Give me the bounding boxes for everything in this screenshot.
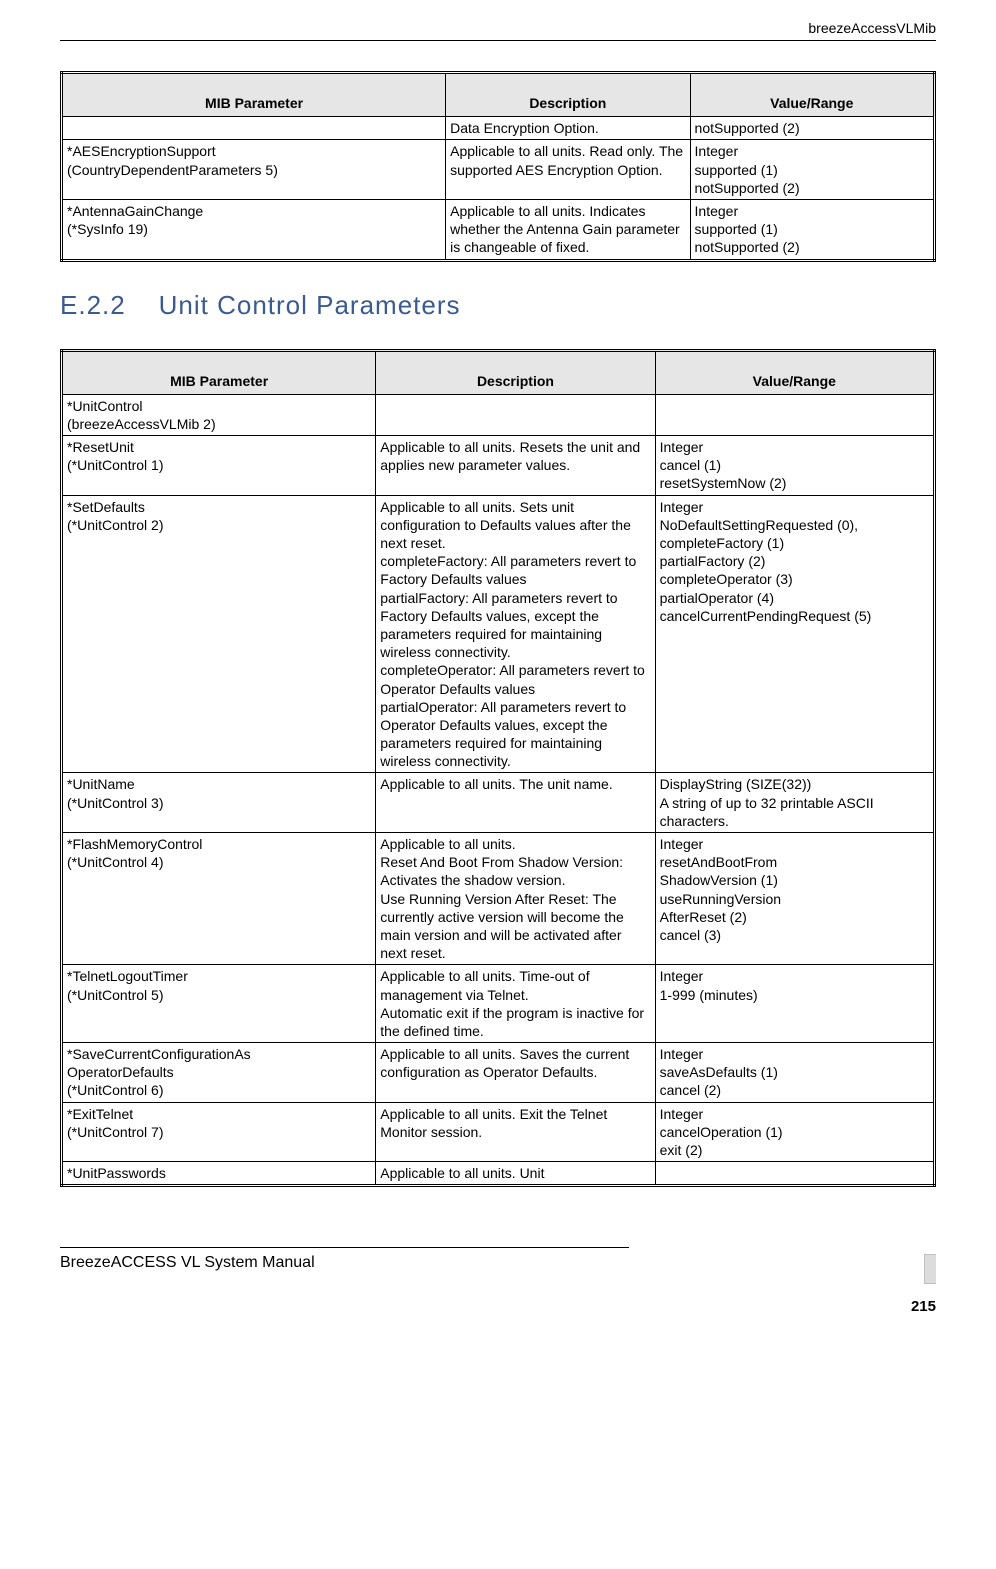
table-row: *SetDefaults (*UnitControl 2)Applicable … [62,495,935,773]
table-unit-control: MIB Parameter Description Value/Range *U… [60,349,936,1188]
table-row: *UnitControl (breezeAccessVLMib 2) [62,394,935,435]
table-row: Data Encryption Option.notSupported (2) [62,117,935,140]
footer: BreezeACCESS VL System Manual 215 [60,1247,936,1315]
table2-body: *UnitControl (breezeAccessVLMib 2)*Reset… [62,394,935,1186]
cell-value [655,394,934,435]
cell-desc: Applicable to all units. Read only. The … [446,140,690,200]
cell-param: *ResetUnit (*UnitControl 1) [62,436,376,496]
table-header-row: MIB Parameter Description Value/Range [62,73,935,117]
page-number: 215 [911,1298,936,1315]
cell-param: *SaveCurrentConfigurationAs OperatorDefa… [62,1043,376,1103]
footer-manual-title: BreezeACCESS VL System Manual [60,1254,315,1272]
header-chapter: breezeAccessVLMib [60,20,936,40]
cell-value: Integer supported (1) notSupported (2) [690,140,934,200]
cell-param: *AESEncryptionSupport (CountryDependentP… [62,140,446,200]
table-row: *ResetUnit (*UnitControl 1)Applicable to… [62,436,935,496]
cell-value: Integer cancel (1) resetSystemNow (2) [655,436,934,496]
cell-desc: Applicable to all units. Unit [376,1162,655,1186]
header-rule [60,40,936,41]
col-header-value: Value/Range [655,350,934,394]
cell-desc: Data Encryption Option. [446,117,690,140]
section-heading: E.2.2 Unit Control Parameters [60,290,936,321]
table-row: *UnitPasswordsApplicable to all units. U… [62,1162,935,1186]
col-header-param: MIB Parameter [62,350,376,394]
cell-value: Integer saveAsDefaults (1) cancel (2) [655,1043,934,1103]
cell-value: DisplayString (SIZE(32)) A string of up … [655,773,934,833]
page: breezeAccessVLMib MIB Parameter Descript… [0,0,996,1315]
cell-value: Integer cancelOperation (1) exit (2) [655,1102,934,1162]
cell-desc: Applicable to all units. Reset And Boot … [376,833,655,965]
table1-body: Data Encryption Option.notSupported (2)*… [62,117,935,260]
cell-desc: Applicable to all units. The unit name. [376,773,655,833]
section-title: Unit Control Parameters [159,290,461,320]
table-row: *TelnetLogoutTimer (*UnitControl 5)Appli… [62,965,935,1043]
page-edge-tab [924,1254,936,1284]
cell-desc: Applicable to all units. Exit the Telnet… [376,1102,655,1162]
footer-rule [60,1247,629,1248]
cell-param: *SetDefaults (*UnitControl 2) [62,495,376,773]
cell-param: *UnitName (*UnitControl 3) [62,773,376,833]
cell-value: Integer supported (1) notSupported (2) [690,199,934,260]
col-header-desc: Description [446,73,690,117]
cell-desc: Applicable to all units. Sets unit confi… [376,495,655,773]
cell-param: *AntennaGainChange (*SysInfo 19) [62,199,446,260]
cell-desc: Applicable to all units. Indicates wheth… [446,199,690,260]
table-row: *AntennaGainChange (*SysInfo 19)Applicab… [62,199,935,260]
table-first: MIB Parameter Description Value/Range Da… [60,71,936,262]
cell-value: Integer resetAndBootFrom ShadowVersion (… [655,833,934,965]
cell-param: *TelnetLogoutTimer (*UnitControl 5) [62,965,376,1043]
table-row: *FlashMemoryControl (*UnitControl 4)Appl… [62,833,935,965]
cell-param: *FlashMemoryControl (*UnitControl 4) [62,833,376,965]
cell-desc: Applicable to all units. Time-out of man… [376,965,655,1043]
table-row: *SaveCurrentConfigurationAs OperatorDefa… [62,1043,935,1103]
table-header-row: MIB Parameter Description Value/Range [62,350,935,394]
col-header-desc: Description [376,350,655,394]
col-header-value: Value/Range [690,73,934,117]
cell-desc: Applicable to all units. Resets the unit… [376,436,655,496]
col-header-param: MIB Parameter [62,73,446,117]
cell-param: *UnitPasswords [62,1162,376,1186]
cell-desc: Applicable to all units. Saves the curre… [376,1043,655,1103]
table-row: *AESEncryptionSupport (CountryDependentP… [62,140,935,200]
cell-value: notSupported (2) [690,117,934,140]
cell-value: Integer 1-999 (minutes) [655,965,934,1043]
cell-param: *ExitTelnet (*UnitControl 7) [62,1102,376,1162]
cell-param: *UnitControl (breezeAccessVLMib 2) [62,394,376,435]
cell-value [655,1162,934,1186]
cell-param [62,117,446,140]
section-number: E.2.2 [60,290,126,320]
cell-desc [376,394,655,435]
table-row: *UnitName (*UnitControl 3)Applicable to … [62,773,935,833]
table-row: *ExitTelnet (*UnitControl 7)Applicable t… [62,1102,935,1162]
cell-value: Integer NoDefaultSettingRequested (0), c… [655,495,934,773]
